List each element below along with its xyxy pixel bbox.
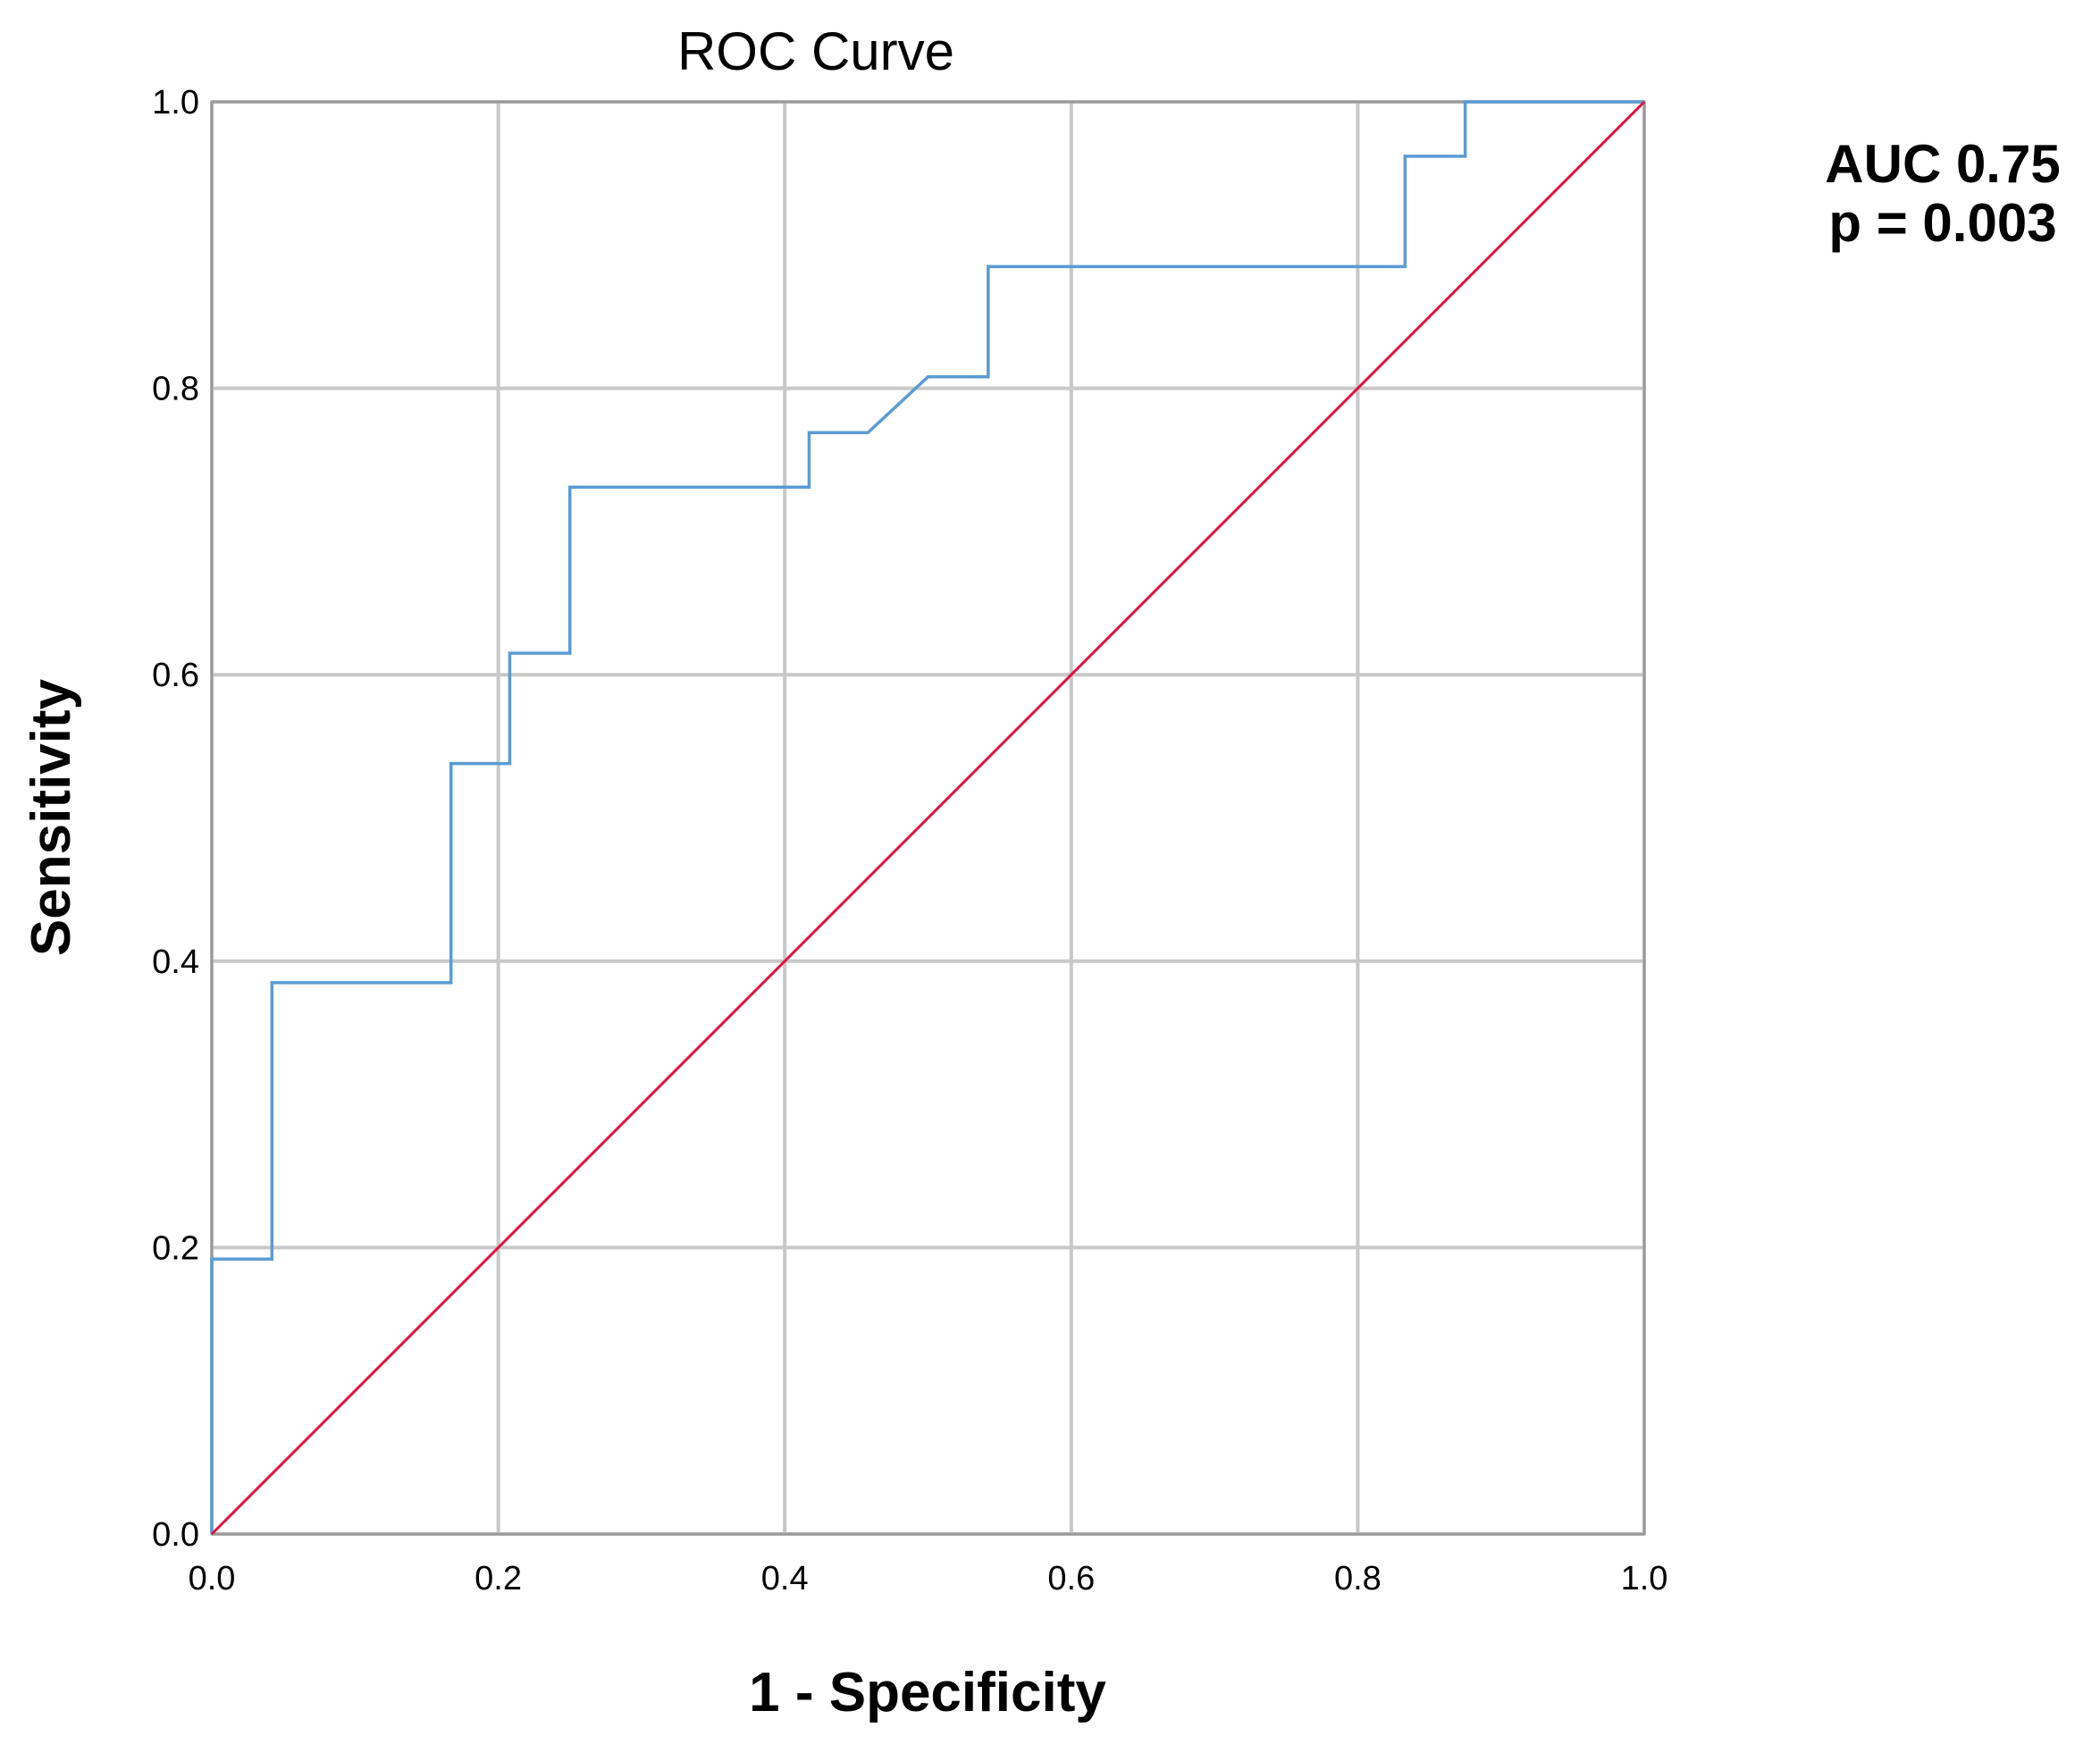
y-tick-label: 1.0 xyxy=(152,84,199,122)
p-value-annotation: p = 0.003 xyxy=(1828,193,2056,253)
x-tick-label: 0.0 xyxy=(189,1560,236,1597)
auc-annotation: AUC 0.75 xyxy=(1825,134,2060,194)
y-tick-label: 0.6 xyxy=(152,657,199,694)
y-tick-label: 0.8 xyxy=(152,371,199,408)
x-tick-label: 1.0 xyxy=(1621,1560,1668,1597)
plot-frame xyxy=(210,100,1646,1536)
y-axis-label: Sensitivity xyxy=(21,678,82,956)
x-tick-label: 0.8 xyxy=(1334,1560,1382,1597)
y-tick-label: 0.4 xyxy=(152,943,199,981)
x-tick-label: 0.6 xyxy=(1047,1560,1095,1597)
series-layer xyxy=(210,100,1646,1536)
x-axis-label: 1 - Specificity xyxy=(749,1662,1106,1723)
x-tick-labels: 0.0 0.2 0.4 0.6 0.8 1.0 xyxy=(189,1560,1668,1597)
x-tick-label: 0.4 xyxy=(761,1560,809,1597)
y-tick-label: 0.2 xyxy=(152,1229,199,1267)
roc-curve-line xyxy=(210,100,1644,1534)
chart-title: ROC Curve xyxy=(677,21,954,81)
x-tick-label: 0.2 xyxy=(475,1560,522,1597)
y-tick-labels: 0.0 0.2 0.4 0.6 0.8 1.0 xyxy=(152,84,199,1554)
y-tick-label: 0.0 xyxy=(152,1516,199,1554)
reference-diagonal-line xyxy=(210,100,1646,1536)
